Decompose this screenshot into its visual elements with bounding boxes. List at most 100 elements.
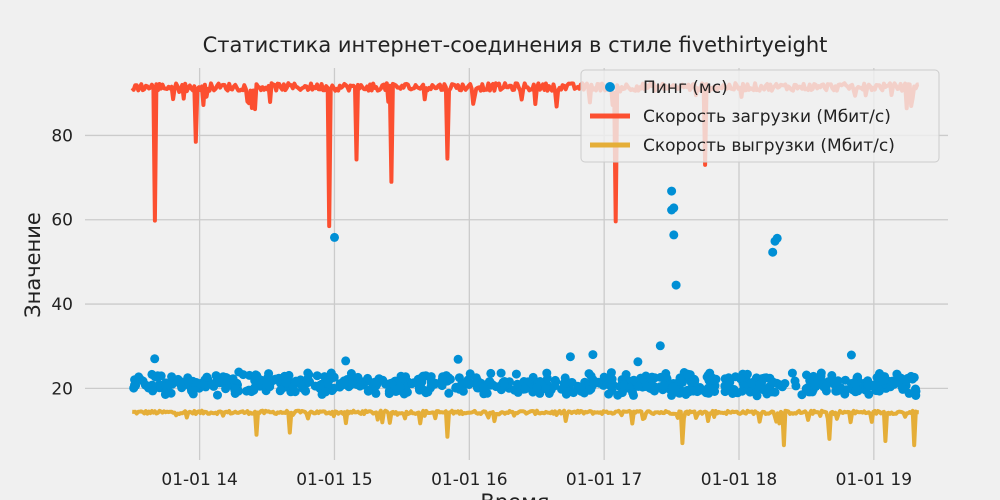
ping-point — [678, 387, 688, 396]
ping-point — [746, 378, 756, 388]
ping-point — [541, 384, 551, 394]
ping-point — [453, 354, 463, 364]
ping-point — [801, 384, 811, 393]
ping-point — [371, 388, 381, 398]
ping-point — [326, 369, 336, 379]
legend-box — [580, 69, 940, 163]
ping-point — [588, 350, 598, 360]
ping-point — [532, 383, 542, 393]
ping-point — [423, 387, 433, 397]
x-tick-label: 01-01 14 — [161, 470, 237, 490]
ping-point — [454, 373, 464, 383]
ping-point — [160, 390, 170, 399]
ping-point — [576, 383, 586, 393]
ping-point — [523, 377, 533, 387]
ping-point — [330, 232, 339, 242]
ping-point — [381, 379, 390, 389]
ping-point — [164, 380, 174, 390]
ping-point — [249, 385, 259, 395]
ping-point — [762, 384, 771, 393]
ping-point — [908, 374, 917, 384]
y-axis-ticks: 20 40 60 80 — [51, 126, 73, 399]
ping-point — [415, 378, 425, 388]
ping-point — [742, 369, 752, 379]
ping-point — [281, 378, 291, 388]
ping-point — [355, 381, 365, 391]
ping-point — [542, 368, 552, 378]
ping-point — [731, 372, 740, 382]
ping-point — [584, 369, 594, 379]
legend-label-download: Скорость загрузки (Мбит/с) — [643, 107, 891, 127]
ping-point — [262, 379, 272, 389]
ping-point — [802, 370, 811, 380]
legend-label-ping: Пинг (мс) — [643, 78, 728, 98]
ping-point — [200, 379, 209, 389]
ping-point — [395, 382, 405, 392]
ping-point — [148, 386, 158, 396]
ping-point — [150, 354, 160, 364]
ping-point — [831, 386, 841, 396]
ping-point — [850, 379, 860, 389]
ping-point — [426, 374, 436, 384]
ping-point — [710, 387, 720, 396]
ping-point — [874, 386, 884, 396]
ping-point — [864, 389, 874, 399]
ping-point — [872, 373, 882, 382]
ping-point — [183, 376, 193, 386]
ping-point — [846, 350, 856, 360]
ping-point — [675, 374, 685, 384]
ping-point — [312, 371, 322, 381]
ping-point — [339, 379, 349, 389]
series-upload — [131, 408, 920, 448]
legend-label-upload: Скорость выгрузки (Мбит/с) — [643, 136, 895, 156]
x-axis-label: Время — [480, 490, 549, 500]
ping-point — [207, 379, 217, 389]
ping-point — [486, 368, 496, 378]
x-tick-label: 01-01 18 — [701, 470, 777, 490]
ping-point — [690, 378, 699, 387]
ping-point — [496, 368, 506, 378]
ping-point — [751, 388, 761, 398]
y-tick-label: 80 — [51, 126, 73, 146]
ping-point — [833, 376, 843, 386]
ping-point — [669, 230, 679, 240]
ping-point — [301, 386, 311, 396]
ping-point — [130, 380, 139, 390]
ping-point — [755, 379, 765, 389]
ping-point — [892, 369, 902, 379]
ping-point — [437, 381, 447, 391]
ping-point — [688, 386, 698, 396]
ping-point — [733, 388, 743, 398]
x-tick-label: 01-01 17 — [566, 470, 642, 490]
ping-point — [655, 341, 665, 351]
ping-point — [221, 384, 231, 394]
ping-point — [323, 378, 333, 388]
ping-point — [211, 371, 221, 381]
ping-point — [569, 388, 578, 398]
ping-point — [659, 380, 669, 390]
ping-point — [720, 387, 730, 397]
ping-point — [667, 186, 677, 196]
ping-point — [787, 368, 797, 378]
ping-point — [550, 381, 560, 391]
ping-point — [407, 379, 417, 389]
ping-point — [399, 389, 409, 399]
ping-point — [589, 379, 599, 389]
ping-point — [305, 377, 315, 387]
ping-point — [669, 203, 679, 213]
ping-point — [252, 371, 262, 381]
ping-point — [228, 374, 238, 384]
ping-point — [315, 380, 325, 390]
ping-point — [471, 373, 481, 383]
ping-point — [370, 377, 380, 387]
ping-point — [187, 386, 196, 396]
ping-point — [773, 379, 783, 389]
ping-point — [809, 371, 818, 381]
ping-point — [628, 388, 638, 398]
ping-point — [230, 389, 240, 398]
ping-point — [291, 376, 301, 386]
x-tick-label: 01-01 19 — [836, 470, 912, 490]
ping-point — [363, 386, 373, 396]
ping-point — [585, 385, 594, 395]
